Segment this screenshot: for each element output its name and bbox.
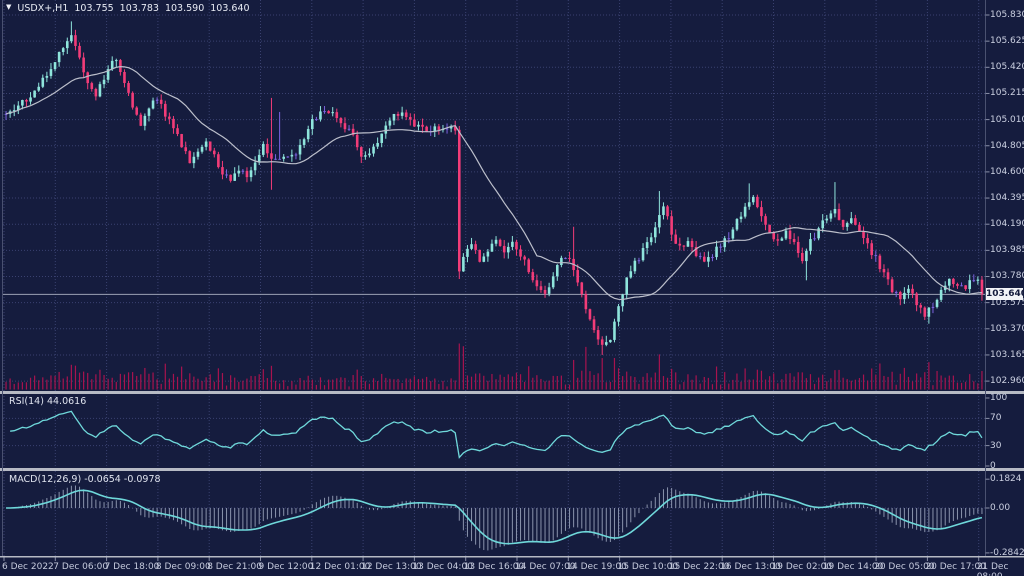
rsi-axis-label: 30 [990, 440, 1002, 451]
time-axis-label: 14 Dec 19:00 [566, 562, 627, 572]
price-axis-label: 105.420 [990, 62, 1024, 73]
time-axis-label: 7 Dec 18:00 [104, 562, 160, 572]
price-axis-label: 105.010 [990, 114, 1024, 125]
price-axis-label: 103.370 [990, 323, 1024, 334]
macd-axis-label: -0.2842 [990, 547, 1024, 558]
time-axis-label: 14 Dec 07:00 [515, 562, 576, 572]
ohlc-open-value: 103.755 [74, 3, 114, 14]
time-axis-label: 19 Dec 14:00 [822, 562, 884, 572]
time-axis-label: 7 Dec 06:00 [53, 562, 109, 572]
macd-indicator-label: MACD(12,26,9) -0.0654 -0.0978 [9, 474, 161, 485]
time-axis-label: 6 Dec 2022 [2, 562, 54, 572]
rsi-value: 44.0616 [46, 396, 87, 407]
time-axis-label: 13 Dec 04:00 [412, 562, 473, 572]
macd-name: MACD(12,26,9) [9, 474, 82, 485]
price-axis-label: 104.190 [990, 219, 1024, 230]
price-axis-label: 105.215 [990, 88, 1024, 99]
ohlc-low-value: 103.590 [164, 3, 205, 14]
rsi-axis-label: 100 [990, 393, 1008, 403]
time-axis-label: 15 Dec 22:00 [668, 562, 730, 572]
time-axis-label: 16 Dec 13:00 [720, 562, 781, 572]
price-axis-label: 104.600 [990, 166, 1024, 177]
price-axis-label: 103.575 [990, 297, 1024, 308]
time-axis-label: 13 Dec 16:00 [463, 562, 525, 572]
time-axis-label: 12 Dec 13:00 [361, 562, 422, 572]
rsi-axis-label: 0 [990, 461, 996, 471]
time-axis-label: 8 Dec 09:00 [155, 562, 211, 572]
macd-signal-value: -0.0978 [123, 474, 161, 485]
time-axis-label: 9 Dec 12:00 [258, 562, 314, 572]
rsi-name: RSI(14) [9, 396, 44, 407]
time-axis-label: 12 Dec 01:00 [309, 562, 371, 572]
symbol-marker-icon: ▼ [6, 3, 12, 11]
time-axis-label: 19 Dec 02:00 [771, 562, 833, 572]
price-axis-label: 103.165 [990, 349, 1024, 360]
rsi-axis-label: 70 [990, 413, 1002, 424]
macd-main-value: -0.0654 [84, 474, 121, 485]
time-axis-label: 21 Dec 08:00 [976, 562, 1009, 576]
price-axis-label: 104.395 [990, 193, 1024, 204]
price-axis-label: 105.830 [990, 10, 1024, 20]
current-price-badge: 103.640 [986, 288, 1024, 300]
time-axis-label: 20 Dec 05:00 [874, 562, 935, 572]
symbol-header: ▼ USDX+,H1 103.755 103.783 103.590 103.6… [6, 3, 250, 14]
macd-axis-label: 0.1824 [990, 474, 1022, 485]
rsi-indicator-label: RSI(14) 44.0616 [9, 396, 86, 407]
ohlc-close-value: 103.640 [210, 3, 250, 14]
price-axis-label: 103.780 [990, 271, 1024, 282]
price-axis-label: 105.625 [990, 36, 1024, 47]
price-axis-label: 103.985 [990, 245, 1024, 256]
time-axis-label: 20 Dec 17:00 [925, 562, 986, 572]
time-axis-label: 15 Dec 10:00 [617, 562, 679, 572]
price-axis-label: 102.960 [990, 376, 1024, 387]
time-axis-label: 8 Dec 21:00 [207, 562, 262, 572]
symbol-timeframe-label: USDX+,H1 [17, 3, 69, 14]
macd-axis-label: 0.00 [990, 503, 1011, 513]
price-axis-label: 104.805 [990, 140, 1024, 151]
ohlc-high-value: 103.783 [119, 3, 159, 14]
